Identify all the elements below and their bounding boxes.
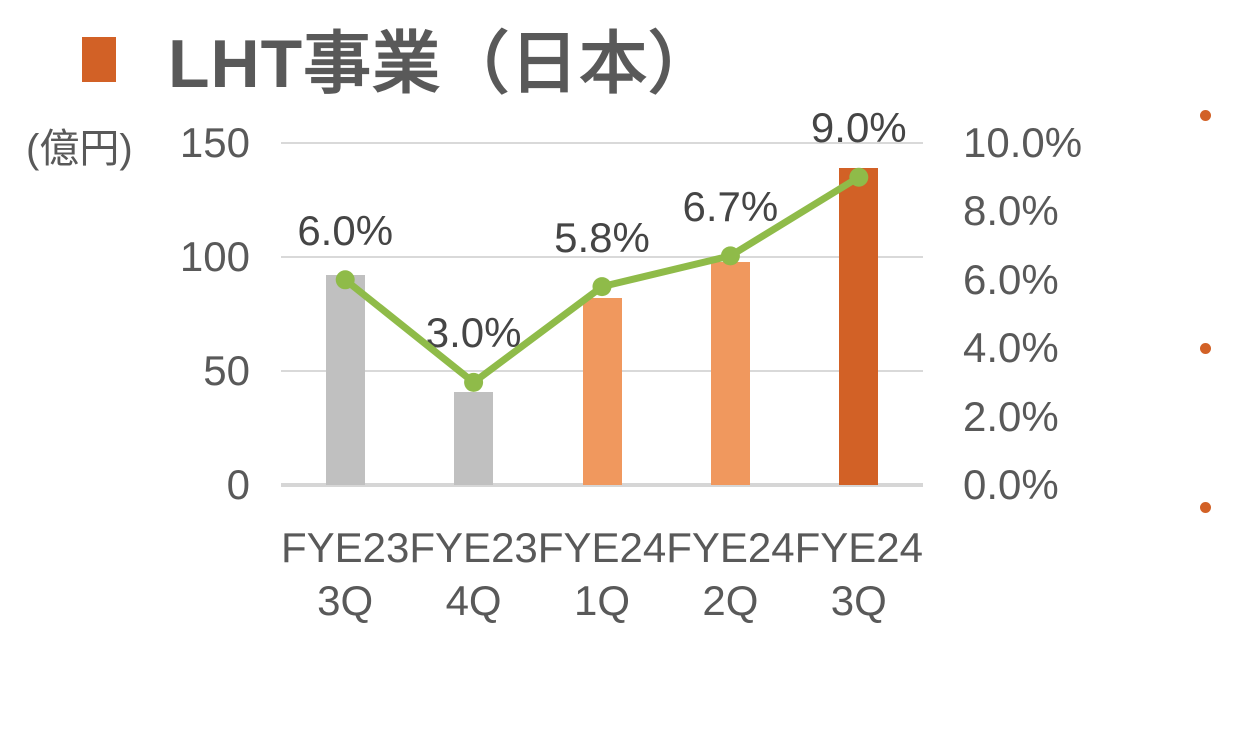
- x-axis-label: FYE23 4Q: [409, 524, 538, 624]
- right-axis-tick: 2.0%: [963, 392, 1059, 440]
- page-title: LHT事業（日本）: [168, 26, 718, 102]
- left-axis-tick: 50: [203, 347, 250, 394]
- line-point-label: 6.0%: [297, 206, 394, 254]
- legend: 事業利益額 事業利益率: [0, 660, 1240, 720]
- right-axis-tick: 4.0%: [963, 324, 1059, 372]
- bullet-dot-icon: [1200, 343, 1211, 354]
- right-axis-tick: 0.0%: [963, 461, 1059, 508]
- bar-FYE24-3Q: [839, 168, 879, 485]
- bullet-dot-icon: [1200, 502, 1211, 513]
- line-point-label: 6.7%: [682, 182, 779, 230]
- left-axis-tick: 150: [179, 119, 250, 166]
- line-point-label: 3.0%: [425, 309, 522, 357]
- line-marker-icon: [464, 372, 484, 392]
- bar-FYE24-1Q: [582, 298, 622, 485]
- right-axis-tick: 6.0%: [963, 255, 1059, 303]
- x-axis-label: FYE24 2Q: [666, 524, 795, 624]
- bar-FYE23-3Q: [325, 275, 365, 485]
- gridline: [281, 142, 923, 144]
- left-axis-unit-label: (億円): [26, 127, 133, 171]
- x-axis-label: FYE24 1Q: [537, 524, 667, 624]
- bar-FYE23-4Q: [454, 391, 494, 485]
- left-axis-tick: 100: [179, 233, 250, 280]
- x-axis-line: [281, 483, 923, 487]
- x-axis-label: FYE24 3Q: [794, 524, 923, 624]
- bar-FYE24-2Q: [710, 261, 750, 485]
- line-marker-icon: [592, 277, 612, 297]
- title-row: LHT事業（日本）: [0, 0, 1240, 102]
- line-point-label: 9.0%: [810, 104, 907, 152]
- right-axis-tick: 10.0%: [963, 119, 1083, 166]
- bullet-dot-icon: [1200, 110, 1211, 121]
- left-axis-tick: 0: [226, 461, 250, 508]
- title-bullet-square: [82, 37, 116, 82]
- right-axis-tick: 8.0%: [963, 187, 1059, 235]
- x-axis-label: FYE23 3Q: [280, 524, 410, 624]
